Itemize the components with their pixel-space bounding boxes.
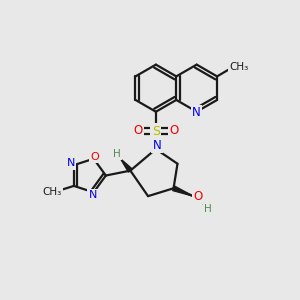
Text: CH₃: CH₃: [229, 61, 248, 72]
Polygon shape: [172, 186, 193, 196]
Text: N: N: [67, 158, 75, 168]
Text: N: N: [192, 106, 201, 119]
Text: H: H: [113, 149, 121, 159]
Text: S: S: [152, 125, 160, 138]
Text: N: N: [152, 139, 161, 152]
Polygon shape: [121, 159, 132, 172]
Text: N: N: [88, 190, 97, 200]
Text: O: O: [169, 124, 178, 137]
Text: H: H: [204, 204, 212, 214]
Text: O: O: [90, 152, 99, 162]
Text: CH₃: CH₃: [43, 187, 62, 197]
Text: O: O: [194, 190, 203, 202]
Text: O: O: [134, 124, 143, 137]
